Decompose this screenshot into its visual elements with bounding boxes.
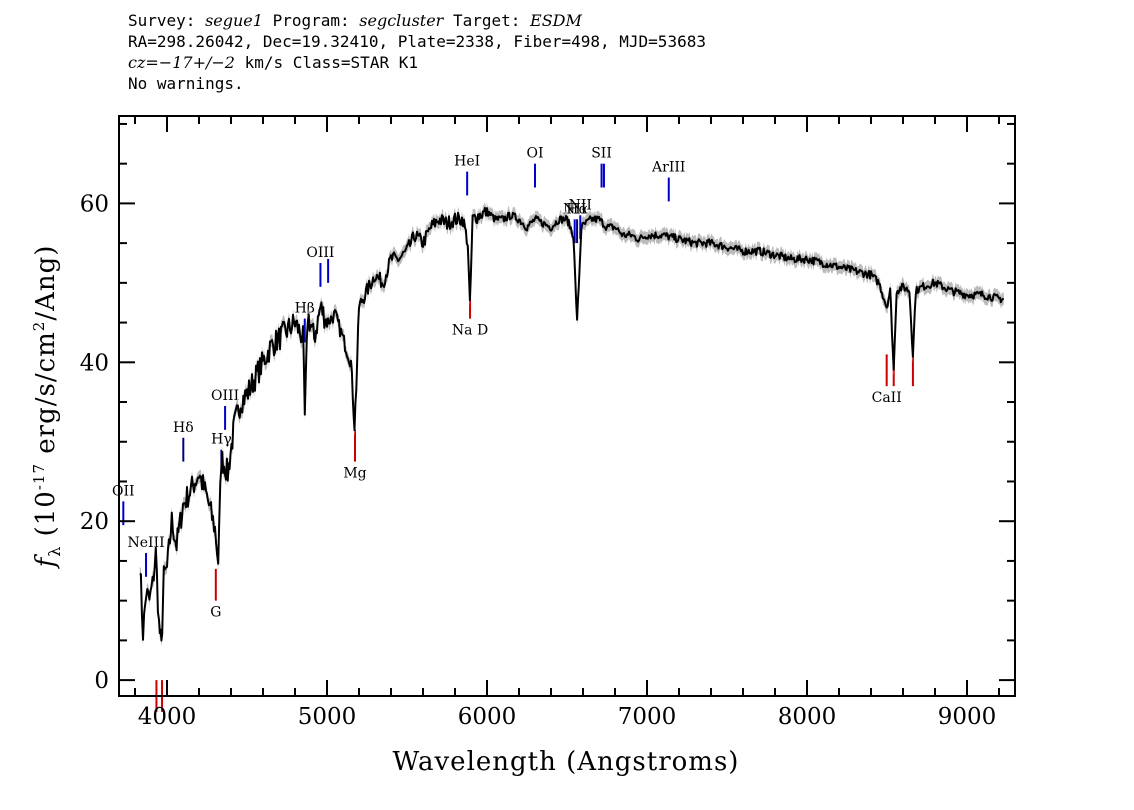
line-marker-label: G	[210, 605, 221, 621]
target-label: Target:	[443, 11, 531, 30]
line-marker-label: Hδ	[173, 420, 194, 436]
line-marker-label: Na D	[452, 323, 488, 339]
line-marker-label: ArIII	[651, 160, 685, 176]
y-tick-label: 40	[80, 350, 109, 376]
x-tick-label: 8000	[778, 704, 837, 730]
line-marker-label: Hγ	[211, 432, 232, 448]
header-line-warnings: No warnings.	[128, 74, 244, 93]
x-tick-label: 7000	[618, 704, 677, 730]
line-marker-label: CaII	[872, 390, 902, 406]
y-axis-title: fλ (10-17 erg/s/cm2/Ang)	[30, 245, 64, 570]
line-marker-label: Hβ	[295, 301, 315, 317]
spectrum-line	[139, 206, 1005, 642]
spectrum-header: Survey: segue1 Program: segcluster Targe…	[128, 10, 706, 94]
header-line-redshift: cz=−17+/−2 km/s Class=STAR K1	[128, 52, 706, 73]
line-marker-label: OIII	[306, 245, 334, 261]
survey-value: segue1	[205, 11, 263, 30]
x-axis-title: Wavelength (Angstroms)	[393, 747, 740, 777]
y-tick-label: 60	[80, 191, 109, 217]
cz-label: cz=	[128, 53, 159, 72]
header-line-survey: Survey: segue1 Program: segcluster Targe…	[128, 10, 706, 31]
x-tick-label: 5000	[298, 704, 357, 730]
header-line-coordinates: RA=298.26042, Dec=19.32410, Plate=2338, …	[128, 32, 706, 51]
y-tick-label: 0	[94, 668, 109, 694]
line-marker-label: Mg	[343, 466, 366, 482]
line-marker-label: NII	[563, 201, 586, 217]
x-tick-label: 9000	[938, 704, 997, 730]
class-text: km/s Class=STAR K1	[234, 53, 418, 72]
line-marker-label: HeI	[454, 154, 480, 170]
plot-frame	[118, 115, 1016, 697]
x-tick-label: 4000	[138, 704, 197, 730]
line-marker-label: Hα	[566, 201, 588, 217]
line-marker-label: NeIII	[127, 535, 164, 551]
cz-value: −17+/−2	[158, 53, 235, 72]
survey-label: Survey:	[128, 11, 206, 30]
line-marker-label: NII	[569, 197, 592, 213]
spectrum-error-band	[139, 201, 1004, 647]
line-marker-label: SII	[591, 146, 612, 162]
line-marker-label: OII	[112, 483, 135, 499]
x-tick-label: 6000	[458, 704, 517, 730]
axis-ticks: 4000 5000 6000 7000 8000 9000 0 20 40 60	[80, 116, 1015, 730]
program-value: segcluster	[359, 11, 444, 30]
y-tick-label: 20	[80, 509, 109, 535]
spectrum-series	[139, 201, 1005, 647]
line-marker-label: OI	[526, 146, 543, 162]
target-value: ESDM	[530, 11, 582, 30]
line-marker-label: OIII	[211, 388, 239, 404]
program-label: Program:	[262, 11, 360, 30]
